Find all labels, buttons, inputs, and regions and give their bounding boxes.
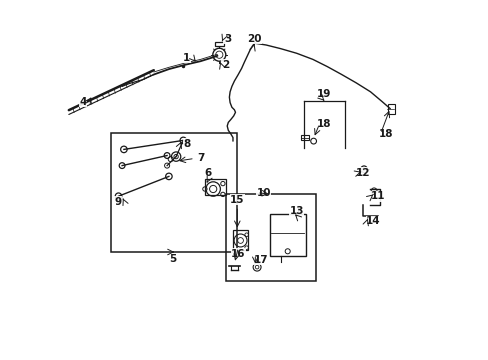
- Text: 11: 11: [370, 191, 384, 201]
- Text: 10: 10: [256, 188, 270, 198]
- Text: 9: 9: [114, 197, 121, 207]
- Bar: [387, 104, 394, 114]
- Bar: [204, 179, 225, 195]
- Bar: [301, 135, 308, 140]
- Bar: [226, 194, 316, 281]
- Text: 5: 5: [168, 254, 176, 264]
- Text: 8: 8: [183, 139, 190, 149]
- Text: 17: 17: [253, 255, 267, 265]
- Bar: [232, 230, 247, 250]
- Text: 18: 18: [316, 119, 330, 129]
- Text: 4: 4: [80, 96, 87, 107]
- Text: 6: 6: [204, 168, 212, 178]
- Text: 19: 19: [316, 89, 330, 99]
- Text: 15: 15: [229, 195, 244, 205]
- Text: 20: 20: [246, 33, 261, 44]
- Text: 16: 16: [231, 249, 245, 259]
- Text: 3: 3: [224, 33, 231, 44]
- Text: 7: 7: [197, 153, 204, 163]
- Text: 1: 1: [183, 53, 190, 63]
- Text: 2: 2: [222, 60, 228, 70]
- Text: 12: 12: [355, 168, 370, 178]
- Bar: [215, 42, 223, 46]
- Text: 18: 18: [378, 129, 392, 139]
- Text: 14: 14: [366, 216, 380, 226]
- Bar: [269, 214, 305, 256]
- Text: 13: 13: [289, 206, 304, 216]
- Bar: [111, 133, 237, 252]
